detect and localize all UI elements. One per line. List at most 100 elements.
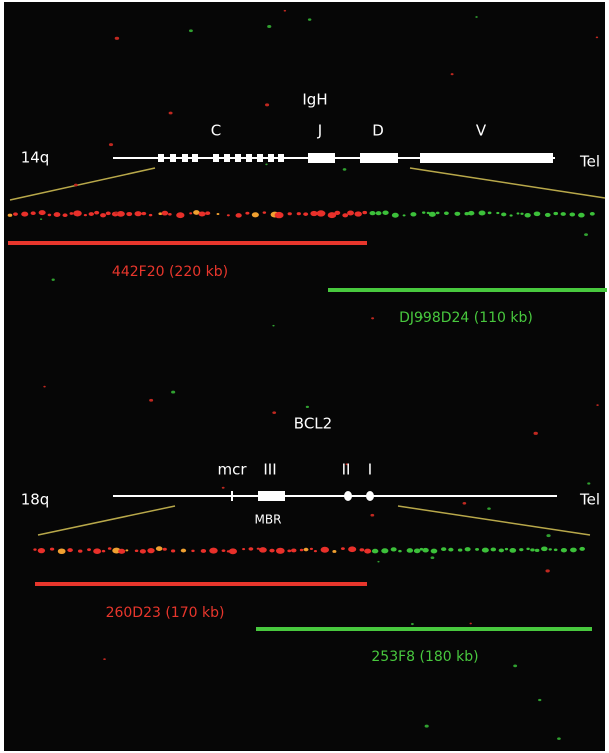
signal-dot [94,211,99,215]
signal-dot [242,548,245,550]
signal-dot [465,547,471,551]
signal-dot [267,25,271,28]
signal-dot [584,233,588,236]
signal-dot [347,211,354,216]
signal-dot [429,212,436,217]
probe-label: 253F8 (180 kb) [371,649,478,665]
signal-dot [570,548,577,553]
signal-dot [272,325,274,327]
signal-dot [276,548,285,554]
signal-dot [78,550,82,553]
signal-dot [372,549,378,554]
signal-dot [364,549,371,554]
signal-dot [468,211,474,216]
signal-dot [284,10,287,12]
signal-dot [525,213,531,217]
signal-dot [38,548,45,553]
signal-dot [534,432,538,435]
signal-dot [561,548,567,552]
signal-dot [579,547,585,551]
signal-dot [149,214,152,216]
signal-dot [263,211,266,213]
signal-dot [392,213,399,218]
telomere-label: Tel [579,491,600,509]
signal-dot [169,112,173,115]
signal-dot [377,561,379,563]
signal-dot [176,212,184,218]
signal-dot [371,317,374,319]
signal-dot [58,548,66,554]
red-probe-bar [35,582,367,586]
signal-dot [370,211,376,215]
signal-dot [561,212,566,216]
signal-dot [398,550,402,553]
signal-dot [407,548,413,553]
signal-dot [354,211,361,216]
signal-dot [304,548,309,552]
signal-dot [43,386,46,388]
signal-dot [205,211,210,215]
signal-dot [482,548,489,553]
signal-dot [310,548,313,550]
telomere-label: Tel [579,153,600,171]
signal-dot [341,547,345,550]
signal-dot [519,548,523,551]
signal-dot [403,214,406,216]
signal-dot [410,212,416,216]
signal-dot [126,212,132,216]
signal-dot [67,548,73,552]
signal-dot [135,211,142,216]
signal-dot [181,549,186,553]
signal-dot [33,548,36,550]
signal-dot [236,213,242,217]
signal-dot [317,210,326,216]
signal-dot [125,549,128,551]
signal-dot [321,547,329,553]
signal-dot [569,212,575,216]
signal-dot [499,548,504,552]
signal-dot [201,549,206,553]
signal-dot [332,550,336,553]
signal-dot [227,214,230,216]
probe-label: DJ998D24 (110 kb) [399,310,533,326]
signal-dot [578,213,585,218]
signal-dot [269,549,274,553]
signal-dot [70,212,74,215]
signal-dot [191,550,194,552]
signal-dot [362,211,367,214]
signal-dot [171,549,175,552]
signal-dot [553,212,558,215]
signal-dot [162,211,169,216]
signal-dot [249,547,254,550]
signal-dot [156,546,163,551]
signal-dot [252,212,259,217]
signal-dot [40,218,42,220]
signal-dot [596,404,599,406]
signal-dot [171,391,175,394]
signal-dot [275,212,284,218]
signal-dot [343,168,347,171]
region-label: D [372,122,384,140]
signal-dot [63,213,68,217]
signal-dot [48,214,52,217]
region-label: J [317,122,322,140]
signal-dot [102,550,106,553]
signal-dot [370,514,374,517]
signal-dot [73,210,82,216]
signal-dot [549,548,552,550]
signal-dot [303,212,308,216]
signal-dot [451,73,454,75]
signal-dot [222,487,225,489]
signal-dot [431,556,435,559]
signal-dot [546,534,550,537]
signal-dot [475,16,477,18]
signal-dot [444,211,449,214]
signal-dot [245,212,249,215]
signal-dot [441,547,446,551]
signal-dot [538,699,541,701]
signal-dot [501,213,506,217]
signal-dot [479,210,486,215]
signal-dot [31,211,36,215]
signal-dot [541,546,548,551]
signal-dot [463,502,467,505]
